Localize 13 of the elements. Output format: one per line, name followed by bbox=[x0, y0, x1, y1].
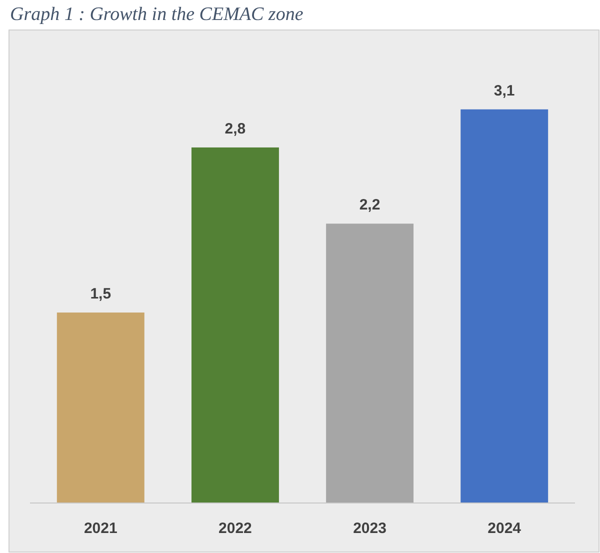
x-tick-label: 2021 bbox=[84, 520, 118, 537]
data-label: 3,1 bbox=[494, 82, 515, 100]
x-tick-label: 2022 bbox=[218, 520, 252, 537]
data-label: 2,2 bbox=[359, 196, 380, 214]
chart-title: Graph 1 : Growth in the CEMAC zone bbox=[10, 4, 304, 25]
x-tick-label: 2024 bbox=[488, 520, 522, 537]
bar bbox=[460, 109, 548, 503]
data-label: 1,5 bbox=[90, 286, 112, 303]
bar bbox=[56, 312, 144, 503]
x-tick-label: 2023 bbox=[353, 520, 386, 537]
data-label: 2,8 bbox=[224, 120, 246, 138]
bar bbox=[326, 224, 414, 503]
bar bbox=[191, 147, 279, 503]
